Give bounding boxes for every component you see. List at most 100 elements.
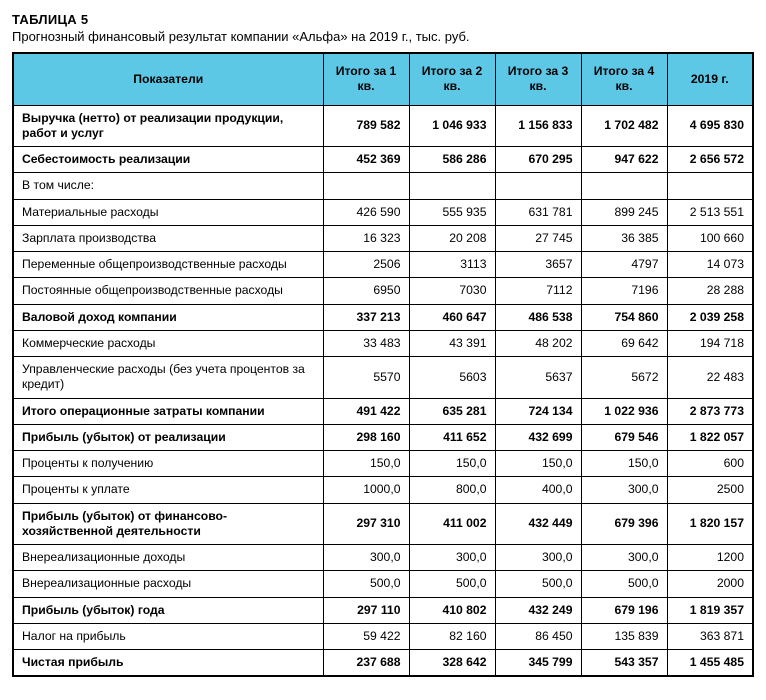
row-value: 2 513 551 [667,199,753,225]
row-value: 410 802 [409,597,495,623]
row-value: 1000,0 [323,477,409,503]
row-value: 679 546 [581,424,667,450]
row-value: 194 718 [667,330,753,356]
table-row: Себестоимость реализации452 369586 28667… [13,147,753,173]
row-value: 59 422 [323,623,409,649]
row-value: 4 695 830 [667,105,753,147]
row-label: Материальные расходы [13,199,323,225]
row-value: 500,0 [409,571,495,597]
row-label: Себестоимость реализации [13,147,323,173]
row-value: 2 039 258 [667,304,753,330]
row-label: Чистая прибыль [13,650,323,677]
row-value: 328 642 [409,650,495,677]
col-header-indicators: Показатели [13,53,323,105]
row-value: 432 699 [495,424,581,450]
row-value: 947 622 [581,147,667,173]
row-value: 2500 [667,477,753,503]
row-value: 1 822 057 [667,424,753,450]
row-value: 486 538 [495,304,581,330]
table-row: Чистая прибыль237 688328 642345 799543 3… [13,650,753,677]
row-value: 460 647 [409,304,495,330]
row-value: 452 369 [323,147,409,173]
row-value: 150,0 [495,451,581,477]
table-row: Прибыль (убыток) от финансово-хозяйствен… [13,503,753,545]
row-value: 36 385 [581,225,667,251]
table-number: ТАБЛИЦА 5 [12,12,754,27]
row-value: 586 286 [409,147,495,173]
row-label: Внереализационные доходы [13,545,323,571]
table-row: Прибыль (убыток) от реализации298 160411… [13,424,753,450]
table-row: Выручка (нетто) от реализации продукции,… [13,105,753,147]
row-value [667,173,753,199]
row-value: 7196 [581,278,667,304]
row-value: 16 323 [323,225,409,251]
row-value: 2 656 572 [667,147,753,173]
row-value: 300,0 [581,545,667,571]
row-value: 27 745 [495,225,581,251]
row-label: Коммерческие расходы [13,330,323,356]
row-value: 150,0 [581,451,667,477]
table-head: Показатели Итого за 1 кв. Итого за 2 кв.… [13,53,753,105]
row-value: 135 839 [581,623,667,649]
col-header-year: 2019 г. [667,53,753,105]
col-header-q3: Итого за 3 кв. [495,53,581,105]
row-value: 789 582 [323,105,409,147]
table-row: Постоянные общепроизводственные расходы6… [13,278,753,304]
row-value: 679 196 [581,597,667,623]
row-value: 337 213 [323,304,409,330]
row-value: 1 156 833 [495,105,581,147]
row-value: 150,0 [409,451,495,477]
row-value: 724 134 [495,398,581,424]
row-value: 500,0 [495,571,581,597]
row-value: 631 781 [495,199,581,225]
table-row: Налог на прибыль59 42282 16086 450135 83… [13,623,753,649]
row-value: 100 660 [667,225,753,251]
row-value: 491 422 [323,398,409,424]
row-label: Зарплата производства [13,225,323,251]
row-value [495,173,581,199]
row-value: 298 160 [323,424,409,450]
row-value [409,173,495,199]
row-value [323,173,409,199]
row-value: 1 820 157 [667,503,753,545]
row-value: 20 208 [409,225,495,251]
row-value: 1 455 485 [667,650,753,677]
table-row: Внереализационные расходы500,0500,0500,0… [13,571,753,597]
row-value: 2506 [323,252,409,278]
row-value: 1 046 933 [409,105,495,147]
row-value: 82 160 [409,623,495,649]
row-label: Переменные общепроизводственные расходы [13,252,323,278]
row-value: 28 288 [667,278,753,304]
row-value: 33 483 [323,330,409,356]
row-value: 2000 [667,571,753,597]
row-value: 86 450 [495,623,581,649]
row-label: Прибыль (убыток) от финансово-хозяйствен… [13,503,323,545]
row-value: 4797 [581,252,667,278]
row-value: 300,0 [581,477,667,503]
row-label: Налог на прибыль [13,623,323,649]
row-value: 43 391 [409,330,495,356]
col-header-q1: Итого за 1 кв. [323,53,409,105]
table-subtitle: Прогнозный финансовый результат компании… [12,29,754,44]
row-value: 297 110 [323,597,409,623]
table-row: Проценты к уплате1000,0800,0400,0300,025… [13,477,753,503]
row-value: 48 202 [495,330,581,356]
table-body: Выручка (нетто) от реализации продукции,… [13,105,753,676]
header-row: Показатели Итого за 1 кв. Итого за 2 кв.… [13,53,753,105]
table-row: Материальные расходы426 590555 935631 78… [13,199,753,225]
row-value: 679 396 [581,503,667,545]
row-label: Выручка (нетто) от реализации продукции,… [13,105,323,147]
row-value: 3113 [409,252,495,278]
row-label: Проценты к уплате [13,477,323,503]
table-row: Прибыль (убыток) года297 110410 802432 2… [13,597,753,623]
row-value: 1 819 357 [667,597,753,623]
row-value: 1 022 936 [581,398,667,424]
row-value: 363 871 [667,623,753,649]
row-value [581,173,667,199]
row-value: 555 935 [409,199,495,225]
row-value: 426 590 [323,199,409,225]
row-label: Постоянные общепроизводственные расходы [13,278,323,304]
row-label: Валовой доход компании [13,304,323,330]
row-value: 2 873 773 [667,398,753,424]
table-row: В том числе: [13,173,753,199]
